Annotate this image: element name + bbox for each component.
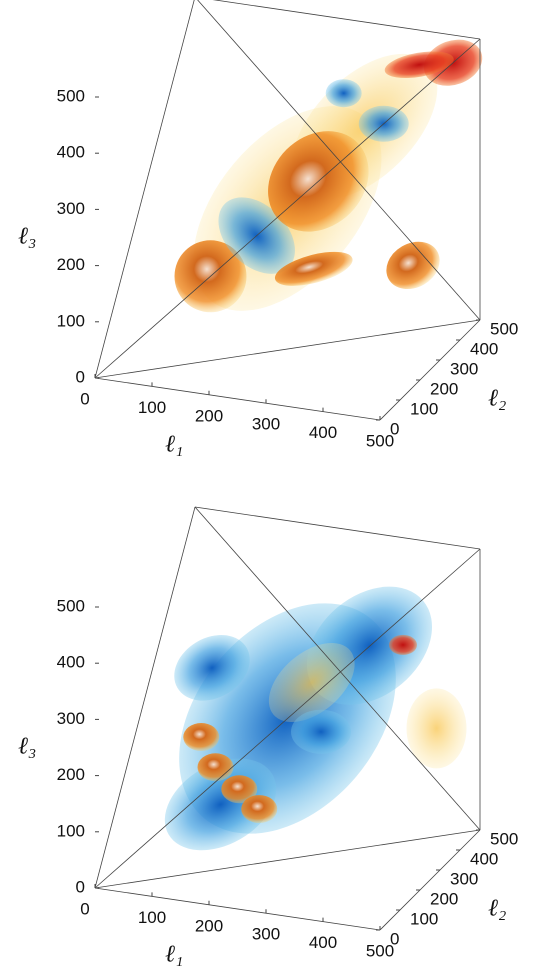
isosurface-blob <box>389 634 417 655</box>
z-tick-label: 300 <box>57 709 85 728</box>
x-tick-label: 200 <box>195 916 223 935</box>
y-tick-label: 0 <box>390 929 399 948</box>
frame-edge <box>197 0 481 321</box>
y-tick-label: 0 <box>390 419 399 438</box>
frame-edge <box>194 506 481 831</box>
z-tick-label: 200 <box>57 765 85 784</box>
frame-edge <box>212 0 481 40</box>
isosurface-blob <box>197 753 234 782</box>
y-tick-label: 300 <box>450 869 478 888</box>
x-tick-label: 0 <box>80 389 89 408</box>
x-tick-label: 100 <box>138 398 166 417</box>
isosurface-blob <box>183 723 220 752</box>
frame-edge <box>94 506 196 889</box>
x-tick-label: 300 <box>252 415 280 434</box>
z-tick-label: 400 <box>57 653 85 672</box>
isosurface-blob <box>221 775 258 804</box>
z-tick-label: 200 <box>57 255 85 274</box>
frame-edge <box>94 377 381 421</box>
isosurface-blob <box>174 635 250 701</box>
frame-edge <box>194 506 481 550</box>
y-tick-label: 400 <box>470 849 498 868</box>
x-tick-label: 200 <box>195 406 223 425</box>
x-tick-label: 500 <box>366 941 394 960</box>
z-axis-label: ℓ₃ <box>18 224 36 250</box>
isosurface-blob <box>274 251 353 286</box>
x-tick-label: 400 <box>309 423 337 442</box>
x-axis-label: ℓ₁ <box>165 942 183 968</box>
z-tick-label: 0 <box>76 877 85 896</box>
z-axis-label: ℓ₃ <box>18 734 36 760</box>
z-tick-label: 400 <box>57 143 85 162</box>
z-tick-label: 300 <box>57 199 85 218</box>
z-tick-label: 500 <box>57 86 85 105</box>
isosurface-blob <box>406 688 467 769</box>
z-tick-label: 0 <box>76 367 85 386</box>
isosurface-blob <box>386 241 440 290</box>
y-tick-label: 400 <box>470 339 498 358</box>
z-tick-label: 100 <box>57 311 85 330</box>
frame-edge <box>94 548 481 889</box>
z-tick-label: 500 <box>57 596 85 615</box>
y-tick-label: 300 <box>450 359 478 378</box>
isosurface-blob <box>325 79 362 108</box>
frame-edge <box>94 829 481 889</box>
y-tick-label: 200 <box>430 889 458 908</box>
z-tick-label: 100 <box>57 821 85 840</box>
y-tick-label: 500 <box>490 829 518 848</box>
y-tick-label: 200 <box>430 379 458 398</box>
x-tick-label: 100 <box>138 908 166 927</box>
isosurface-blob <box>384 51 454 79</box>
x-tick-label: 400 <box>309 933 337 952</box>
frame-edge <box>94 887 381 931</box>
y-tick-label: 500 <box>490 319 518 338</box>
x-tick-label: 0 <box>80 899 89 918</box>
x-tick-label: 500 <box>366 431 394 450</box>
frame-edge <box>94 38 481 379</box>
frame-edge <box>94 0 195 379</box>
frame-edge <box>379 319 481 421</box>
isosurface-blob <box>268 642 355 723</box>
frame-edge <box>379 829 481 931</box>
y-axis-label: ℓ₂ <box>488 896 506 922</box>
x-tick-label: 300 <box>252 925 280 944</box>
y-axis-label: ℓ₂ <box>488 386 506 412</box>
y-tick-label: 100 <box>410 909 438 928</box>
x-axis-label: ℓ₁ <box>165 432 183 458</box>
y-tick-label: 100 <box>410 399 438 418</box>
isosurface-blob <box>291 709 351 754</box>
frame-edge <box>94 319 481 379</box>
isosurface-blob <box>241 795 278 824</box>
